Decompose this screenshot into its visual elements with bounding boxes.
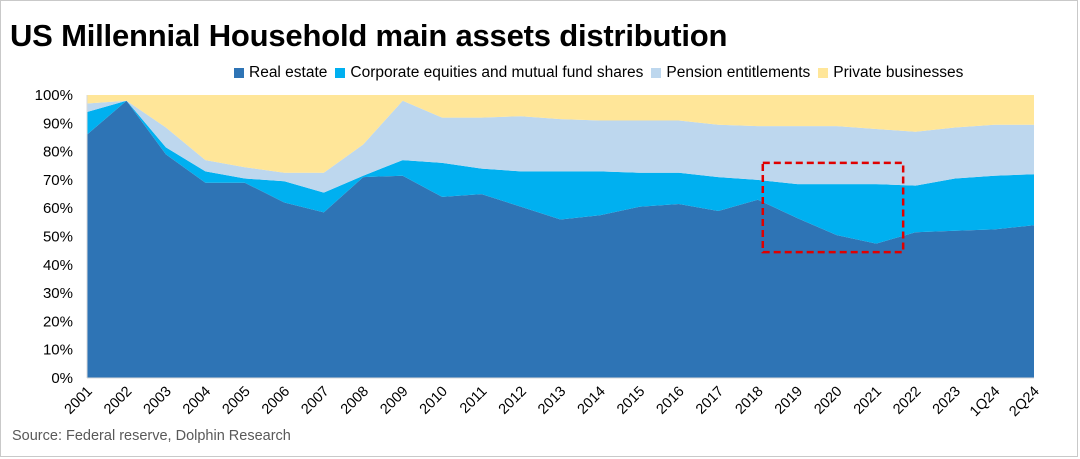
y-tick-label: 90% (43, 115, 73, 132)
y-tick-label: 50% (43, 229, 73, 246)
x-tick-label: 2007 (298, 384, 332, 418)
y-tick-label: 40% (43, 257, 73, 274)
highlight-box (761, 161, 905, 254)
y-tick-label: 0% (51, 370, 73, 387)
legend-label-private: Private businesses (833, 64, 964, 81)
x-tick-label: 2016 (654, 384, 688, 418)
legend-label-pension: Pension entitlements (666, 64, 811, 81)
x-tick-label: 2002 (101, 384, 135, 418)
legend-swatch-private (818, 68, 829, 78)
y-tick-label: 70% (43, 172, 73, 189)
area-equities (87, 100, 1034, 244)
annotation-layer (761, 161, 905, 254)
x-tick-label: 2012 (496, 384, 530, 418)
x-tick-label: 2010 (417, 384, 451, 418)
area-layers (87, 95, 1034, 378)
legend-item-real-estate: Real estate (234, 64, 327, 82)
x-tick-label: 2004 (180, 384, 214, 418)
x-tick-label: 2022 (890, 384, 924, 418)
y-tick-label: 80% (43, 144, 73, 161)
x-tick-label: 2021 (851, 384, 885, 418)
legend-item-pension: Pension entitlements (651, 64, 810, 82)
x-tick-label: 2009 (377, 384, 411, 418)
y-tick-labels: 0% 10% 20% 30% 40% 50% 60% 70% 80% 90% 100% (35, 87, 73, 387)
x-tick-label: 2015 (614, 384, 648, 418)
legend-label-real-estate: Real estate (249, 64, 328, 81)
area-real-estate (87, 100, 1034, 378)
x-tick-label: 2008 (338, 384, 372, 418)
x-tick-label: 2014 (575, 384, 609, 418)
y-tick-label: 10% (43, 342, 73, 359)
y-tick-label: 20% (43, 313, 73, 330)
x-tick-label: 2Q24 (1006, 384, 1042, 420)
x-tick-label: 2003 (141, 384, 175, 418)
x-tick-label: 2001 (62, 384, 96, 418)
legend-swatch-equities (335, 68, 346, 78)
chart-title: US Millennial Household main assets dist… (10, 18, 728, 53)
legend-swatch-real-estate (234, 68, 244, 78)
area-private (87, 95, 1034, 173)
legend-item-private: Private businesses (818, 64, 963, 82)
legend-item-equities: Corporate equities and mutual fund share… (335, 64, 643, 82)
source-note: Source: Federal reserve, Dolphin Researc… (12, 428, 291, 444)
x-tick-label: 1Q24 (967, 384, 1003, 420)
y-tick-label: 60% (43, 200, 73, 217)
area-pension (87, 100, 1034, 193)
legend-label-equities: Corporate equities and mutual fund share… (350, 64, 644, 81)
chart-legend: Real estate Corporate equities and mutua… (234, 64, 971, 82)
y-tick-label: 100% (35, 87, 73, 104)
y-tick-label: 30% (43, 285, 73, 302)
x-tick-label: 2019 (772, 384, 806, 418)
x-tick-label: 2020 (811, 384, 845, 418)
x-tick-label: 2017 (693, 384, 727, 418)
x-tick-label: 2011 (457, 384, 490, 417)
x-tick-label: 2013 (535, 384, 569, 418)
legend-swatch-pension (651, 68, 662, 78)
axes (86, 95, 1034, 379)
x-tick-label: 2005 (220, 384, 254, 418)
x-tick-label: 2018 (732, 384, 766, 418)
x-tick-labels: 2001 2002 2003 2004 2005 2006 2007 2008 2009 2010… (62, 384, 1043, 420)
x-tick-label: 2006 (259, 384, 293, 418)
x-tick-label: 2023 (930, 384, 964, 418)
